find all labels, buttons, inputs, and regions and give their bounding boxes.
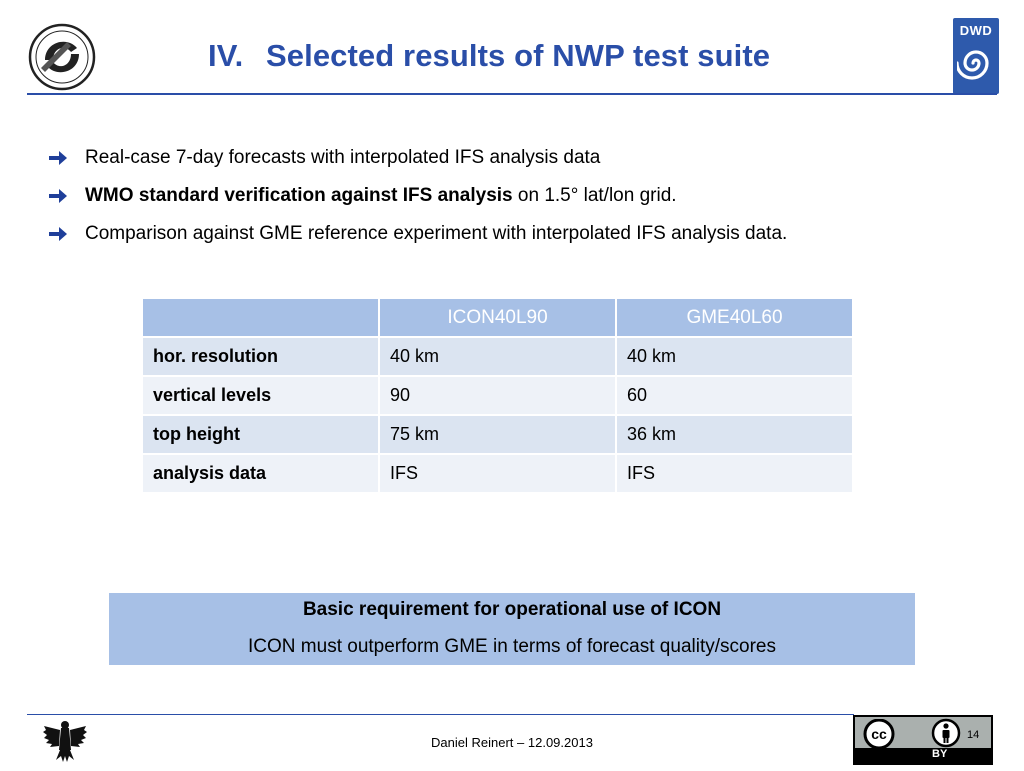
table-header-row: ICON40L90 GME40L60 (141, 297, 854, 338)
table-header-cell (141, 297, 380, 338)
bullet-list: Real-case 7-day forecasts with interpola… (49, 144, 989, 258)
table-cell: IFS (378, 453, 617, 494)
requirement-heading: Basic requirement for operational use of… (302, 599, 722, 620)
table-cell: 40 km (615, 336, 854, 377)
table-header-cell: ICON40L90 (378, 297, 617, 338)
footer-divider (27, 714, 854, 715)
creative-commons-icon: cc (863, 719, 895, 749)
row-label: vertical levels (141, 375, 380, 416)
dwd-logo-text: DWD (959, 23, 993, 38)
row-label: top height (141, 414, 380, 455)
footer-author-date-text: Daniel Reinert – 12.09.2013 (431, 735, 593, 750)
table-cell: 75 km (378, 414, 617, 455)
svg-text:cc: cc (871, 726, 887, 742)
bullet-item: WMO standard verification against IFS an… (49, 182, 989, 220)
bullet-text: Comparison against GME reference experim… (85, 223, 788, 244)
model-comparison-table: ICON40L90 GME40L60 hor. resolution 40 km… (141, 297, 854, 494)
row-label: hor. resolution (141, 336, 380, 377)
arrow-right-icon (49, 189, 67, 203)
table-row: analysis data IFS IFS (141, 453, 854, 494)
license-label: BY (932, 748, 948, 760)
bullet-text: WMO standard verification against IFS an… (85, 182, 677, 210)
arrow-right-icon (49, 151, 67, 165)
title-number: IV. (208, 38, 244, 73)
bullet-item: Comparison against GME reference experim… (49, 220, 989, 258)
table-row: top height 75 km 36 km (141, 414, 854, 455)
table-header-cell: GME40L60 (615, 297, 854, 338)
bullet-plain-text: on 1.5° lat/lon grid. (512, 185, 677, 206)
spiral-icon (957, 50, 989, 80)
table-cell: 60 (615, 375, 854, 416)
arrow-right-icon (49, 227, 67, 241)
federal-eagle-logo (40, 716, 90, 766)
dwd-logo: DWD (953, 18, 999, 94)
table-row: vertical levels 90 60 (141, 375, 854, 416)
bullet-item: Real-case 7-day forecasts with interpola… (49, 144, 989, 182)
requirement-text: ICON must outperform GME in terms of for… (248, 636, 776, 657)
license-strip: BY (855, 748, 991, 763)
table-cell: 40 km (378, 336, 617, 377)
table-row: hor. resolution 40 km 40 km (141, 336, 854, 377)
page-number: 14 (967, 729, 980, 741)
bullet-text: Real-case 7-day forecasts with interpola… (85, 147, 601, 168)
page-title: IV. Selected results of NWP test suite (208, 38, 770, 74)
footer-author-date: Daniel Reinert – 12.09.2013 (0, 735, 1024, 750)
requirement-box: Basic requirement for operational use of… (109, 593, 915, 665)
row-label: analysis data (141, 453, 380, 494)
cc-license-badge: cc 14 BY (853, 715, 993, 765)
table-cell: IFS (615, 453, 854, 494)
title-text: Selected results of NWP test suite (266, 38, 771, 73)
attribution-person-icon (931, 718, 961, 748)
table-cell: 36 km (615, 414, 854, 455)
bullet-bold-text: WMO standard verification against IFS an… (85, 185, 513, 206)
header-divider (27, 93, 997, 95)
table-cell: 90 (378, 375, 617, 416)
institute-logo (27, 22, 97, 92)
